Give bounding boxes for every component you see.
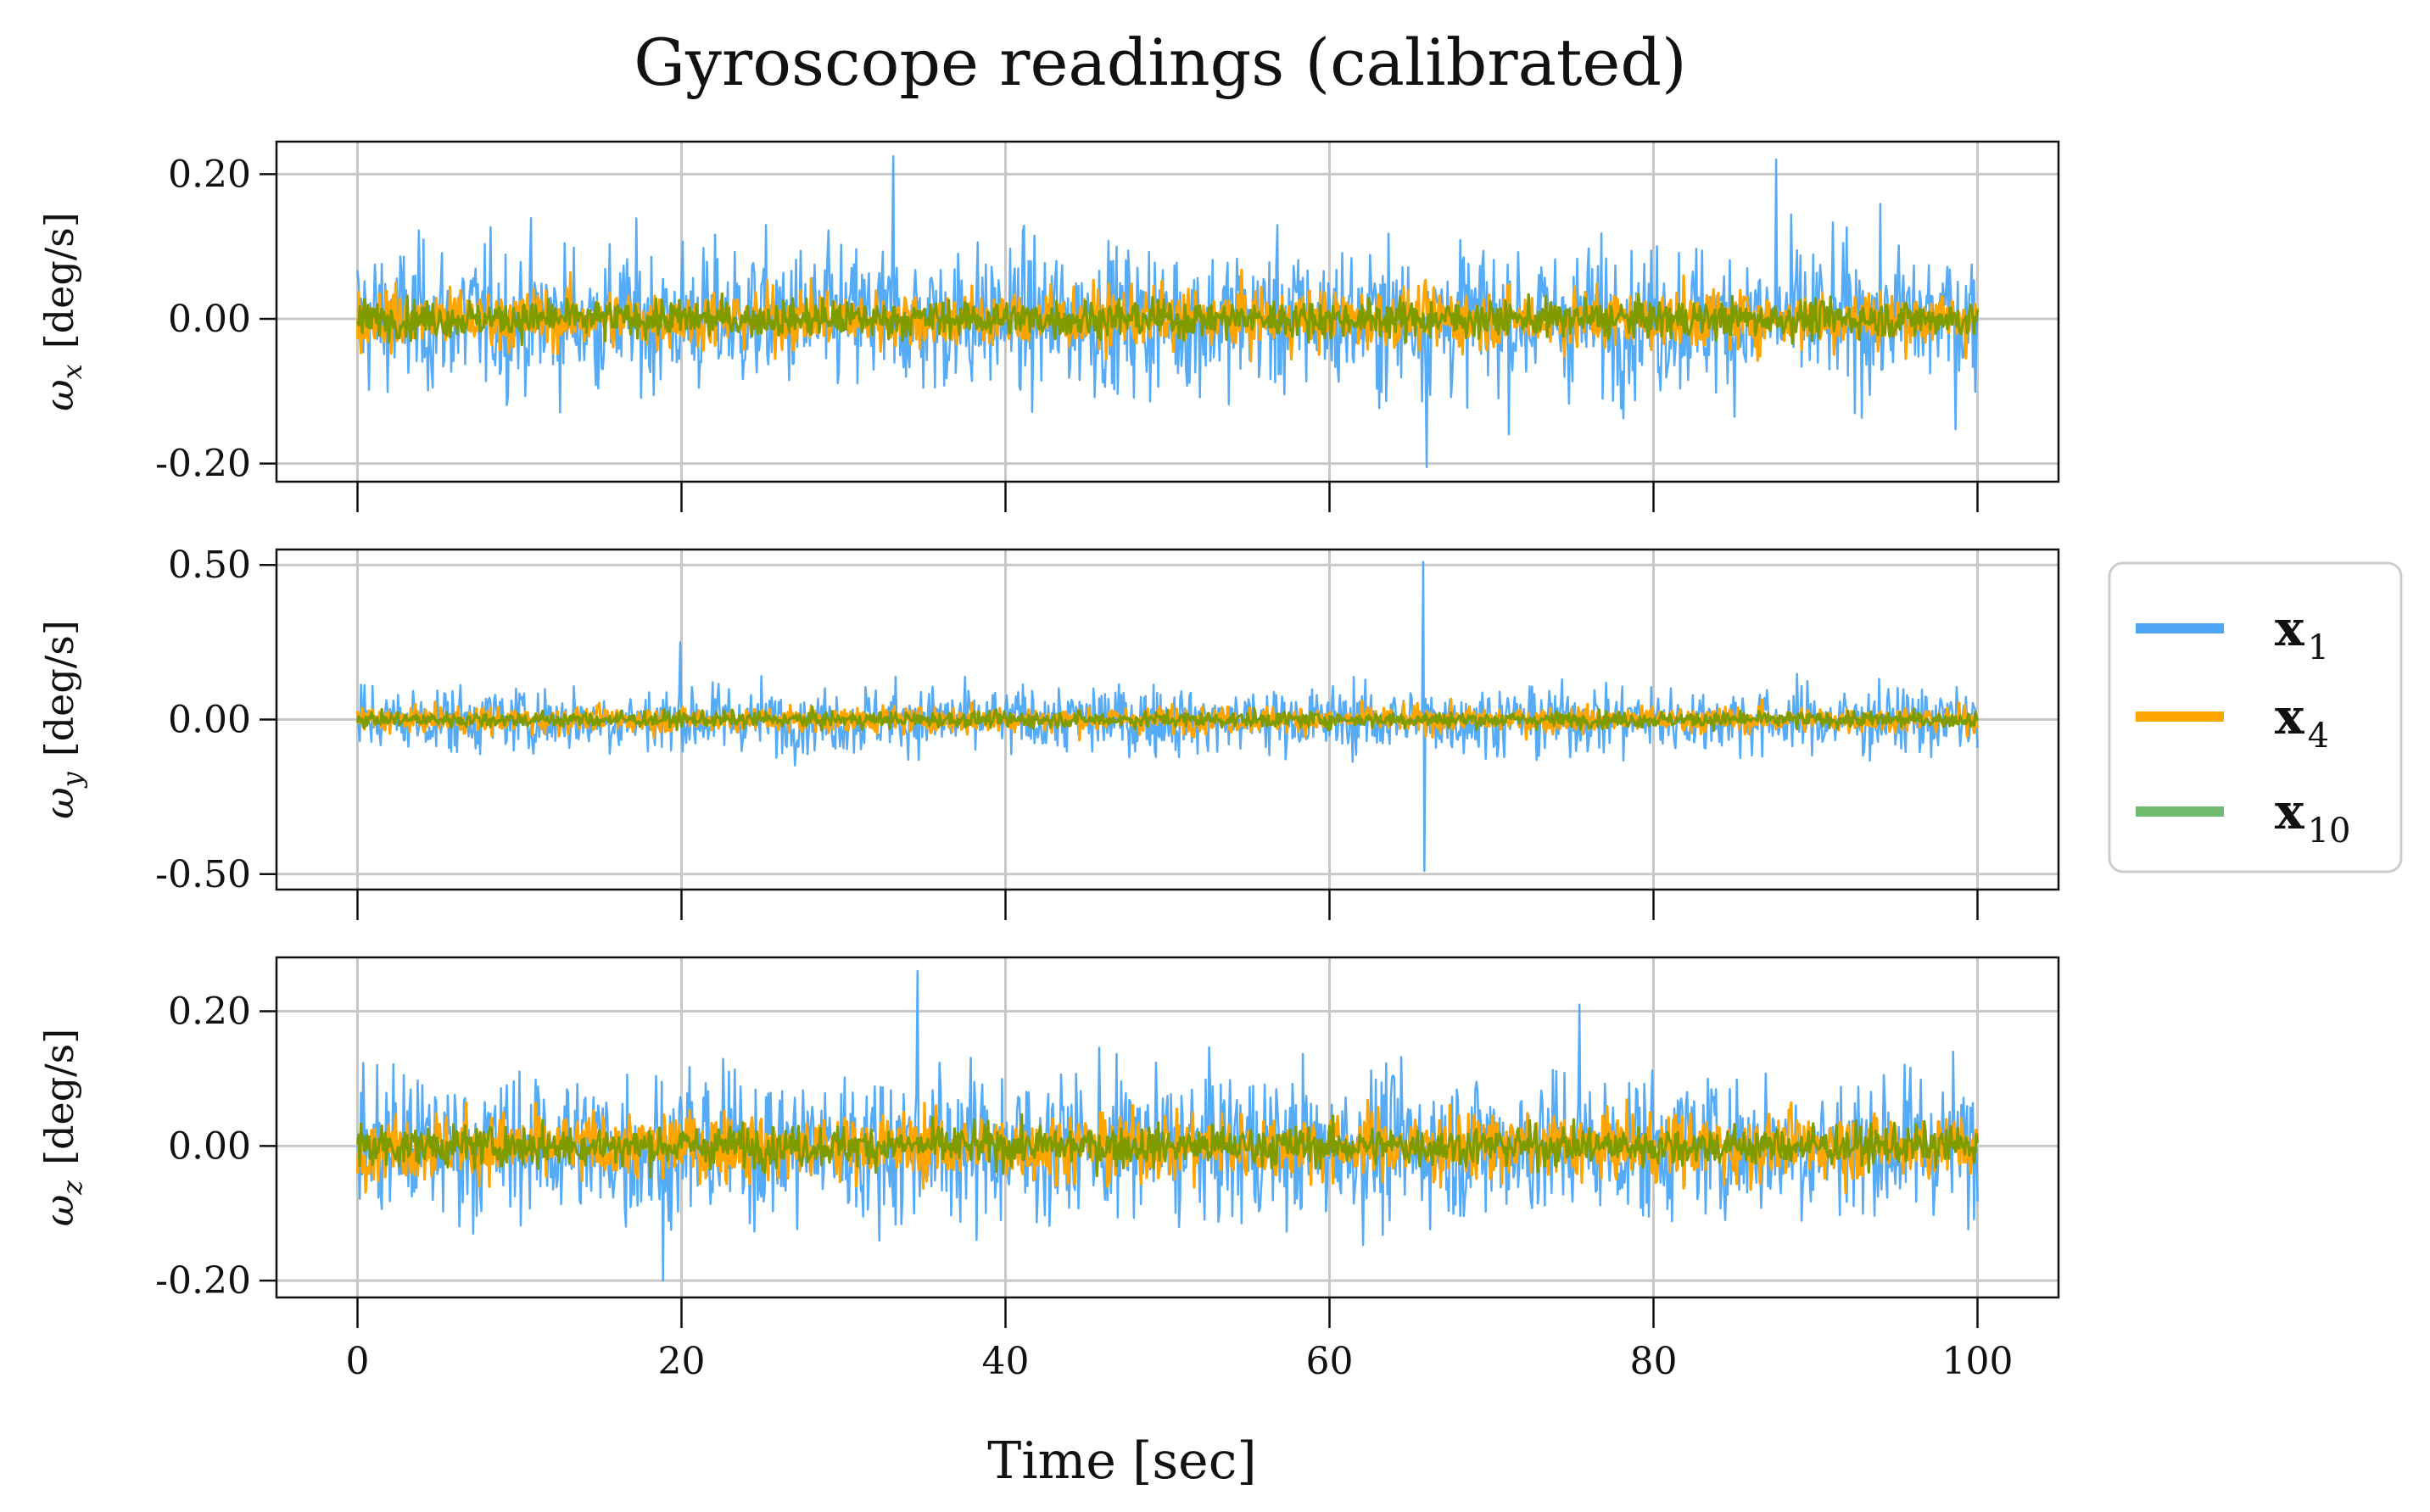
y-tick-label: 0.00 (168, 699, 251, 742)
y-tick-label: -0.20 (155, 443, 251, 486)
y-axis-label: ωx [deg/s] (36, 212, 88, 411)
y-axis-label-unit: [deg/s] (36, 212, 82, 349)
legend-frame (2108, 561, 2403, 873)
legend-label-subscript: 4 (2308, 717, 2329, 756)
series-line-x10 (355, 1113, 1980, 1179)
y-tick-label: 0.20 (168, 990, 251, 1034)
y-axis-label-unit: [deg/s] (36, 1029, 82, 1165)
chart-title: Gyroscope readings (calibrated) (634, 25, 1686, 100)
legend-label-subscript: 10 (2308, 812, 2351, 851)
series-group (355, 154, 1980, 469)
panel-2: -0.50 0.00 0.50 ωy [deg/s] (36, 544, 2060, 920)
y-tick-label: 0.20 (168, 153, 251, 196)
x-tick-label: 0 (346, 1340, 370, 1383)
legend-label-x10: x 10 (2275, 783, 2351, 851)
legend-label-main: x (2275, 688, 2304, 745)
y-axis-label-unit: [deg/s] (36, 620, 82, 756)
x-axis-label: Time [sec] (987, 1431, 1256, 1491)
series-line-x1 (356, 969, 1979, 1282)
y-axis-label-symbol: ω (36, 787, 82, 819)
series-line-x10 (355, 292, 1980, 347)
y-axis-label-symbol: ω (36, 379, 82, 411)
y-axis-label-subscript: z (56, 1180, 88, 1196)
series-line-x10 (355, 706, 1980, 733)
legend-label-subscript: 1 (2308, 628, 2329, 667)
axes-frame (275, 956, 2060, 1299)
y-axis-label: ωy [deg/s] (36, 620, 88, 819)
y-axis-label-symbol: ω (36, 1195, 82, 1227)
y-tick-label: -0.20 (155, 1259, 251, 1303)
y-axis-label-subscript: x (56, 364, 88, 379)
series-group (355, 561, 1980, 873)
y-tick-label: 0.50 (168, 544, 251, 587)
axes-frame (275, 140, 2060, 483)
panel-1: -0.20 0.00 0.20 ωx [deg/s] (36, 140, 2060, 512)
legend: x 1x 4x 10 (2108, 561, 2403, 873)
legend-label-main: x (2275, 600, 2304, 657)
y-tick-label: 0.00 (168, 1124, 251, 1168)
x-tick-label: 60 (1306, 1340, 1354, 1383)
x-tick-label: 20 (658, 1340, 706, 1383)
y-tick-label: -0.50 (155, 853, 251, 896)
x-tick-label: 80 (1630, 1340, 1678, 1383)
y-axis-label-subscript: y (56, 771, 88, 789)
y-tick-label: 0.00 (168, 298, 251, 341)
y-axis-label: ωz [deg/s] (36, 1029, 88, 1227)
panel-3: -0.20 0.00 0.20 0 20 40 60 80 100 ωz [deg/s] (36, 956, 2060, 1383)
panels: -0.200.000.20ωx[deg/s]-0.500.000.50ωy[de… (36, 140, 2060, 1383)
x-tick-label: 100 (1942, 1340, 2014, 1383)
legend-label-main: x (2275, 783, 2304, 840)
series-group (355, 969, 1980, 1282)
x-tick-label: 40 (982, 1340, 1030, 1383)
